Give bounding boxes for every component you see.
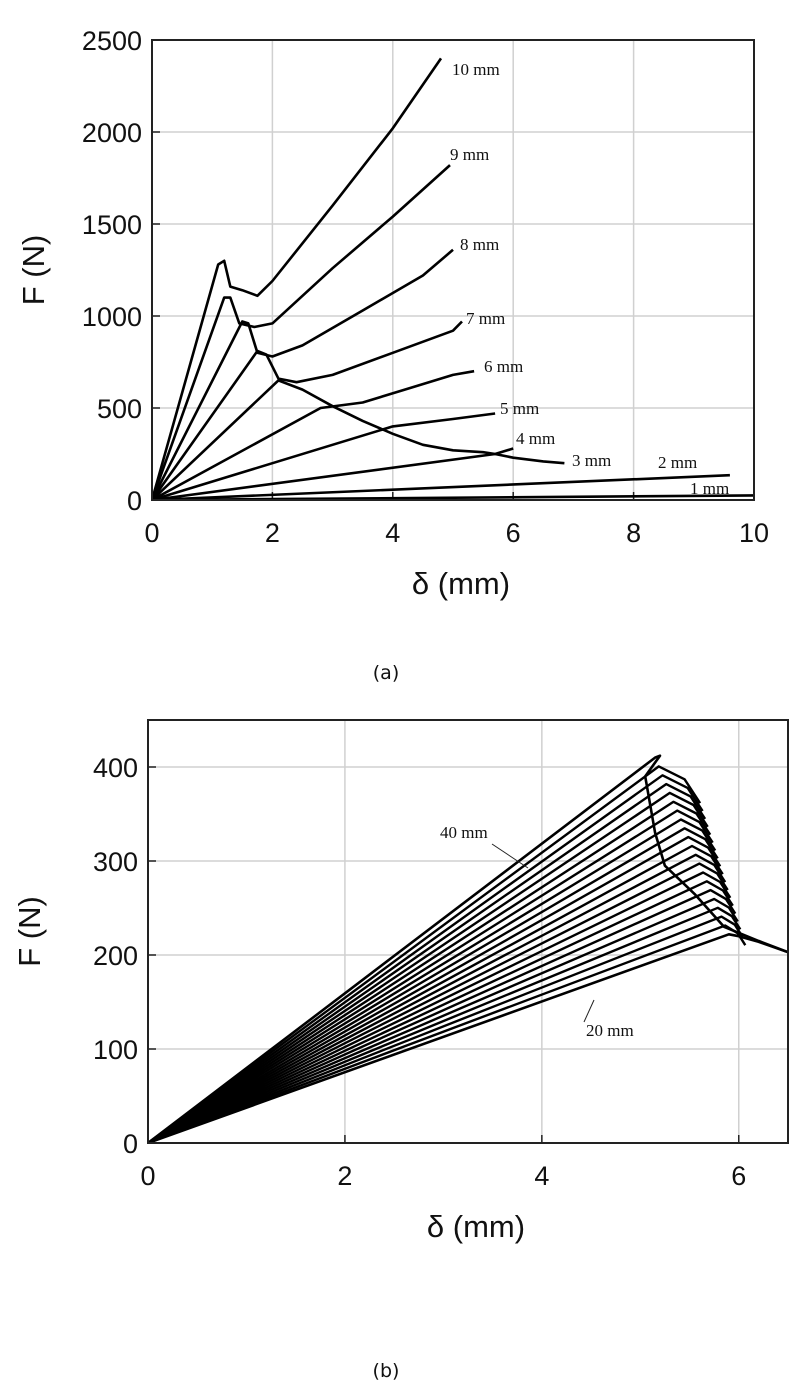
caption-a: (a) (372, 662, 400, 684)
curve-label: 40 mm (440, 823, 488, 842)
y-tick-label: 500 (97, 394, 142, 424)
series-line (148, 906, 742, 1143)
x-tick-label: 10 (739, 518, 769, 548)
curve-label: 3 mm (572, 451, 611, 470)
series-line (148, 853, 727, 1143)
plot-area (148, 754, 788, 1143)
series-line (148, 791, 709, 1143)
series-line (152, 320, 463, 500)
y-tick-label: 200 (93, 941, 138, 971)
y-tick-label: 100 (93, 1035, 138, 1065)
series-line (148, 915, 744, 1143)
x-axis-label: δ (mm) (412, 566, 510, 601)
series-line (148, 818, 717, 1143)
x-tick-label: 6 (731, 1161, 746, 1191)
x-axis-label: δ (mm) (427, 1209, 525, 1244)
curve-label: 6 mm (484, 357, 523, 376)
x-tick-label: 8 (626, 518, 641, 548)
y-tick-label: 1500 (82, 210, 142, 240)
series-line (148, 844, 724, 1143)
series-line (152, 412, 496, 500)
curve-label: 9 mm (450, 145, 489, 164)
chart-b: 0 2 4 6 0 100 200 300 400 40 mm 20 mm δ (mm) F (N) (12, 719, 789, 1244)
series-line (148, 765, 702, 1143)
y-tick-label: 300 (93, 847, 138, 877)
series-line (148, 827, 719, 1143)
x-tick-label: 0 (140, 1161, 155, 1191)
curve-label: 20 mm (586, 1021, 634, 1040)
series-line (152, 369, 475, 500)
curve-label: 4 mm (516, 429, 555, 448)
y-axis-label: F (N) (16, 235, 51, 306)
curve-label: 8 mm (460, 235, 499, 254)
curve-label: 5 mm (500, 399, 539, 418)
series-line (148, 800, 712, 1143)
curve-label: 7 mm (466, 309, 505, 328)
annotation-leader (491, 843, 529, 869)
series-line (148, 862, 729, 1143)
series-line (152, 379, 565, 500)
x-tick-label: 4 (534, 1161, 549, 1191)
series-line (148, 897, 739, 1143)
axes-frame (151, 39, 755, 501)
series-line (148, 809, 714, 1143)
y-tick-label: 400 (93, 753, 138, 783)
caption-b: (b) (372, 1360, 400, 1382)
curve-label: 1 mm (690, 479, 729, 498)
series-line (152, 164, 451, 500)
y-axis-label: F (N) (12, 896, 47, 967)
curve-label: 10 mm (452, 60, 500, 79)
chart-a: 0 2 4 6 8 10 0 500 1000 1500 2000 2500 10 mm 9 mm 8 mm… (16, 26, 769, 601)
series-line (148, 880, 734, 1143)
x-tick-label: 2 (265, 518, 280, 548)
y-tick-label: 1000 (82, 302, 142, 332)
y-tick-label: 2000 (82, 118, 142, 148)
y-tick-label: 2500 (82, 26, 142, 56)
y-tick-label: 0 (123, 1129, 138, 1159)
axes-frame (147, 719, 789, 1144)
series-line (148, 835, 722, 1143)
series-line (148, 871, 732, 1143)
series-line (152, 447, 514, 500)
plot-area (152, 57, 754, 500)
series-line (152, 248, 454, 500)
annotation-leader (583, 999, 595, 1023)
series-line (148, 782, 707, 1143)
x-tick-label: 4 (385, 518, 400, 548)
x-tick-label: 2 (337, 1161, 352, 1191)
x-tick-label: 6 (506, 518, 521, 548)
curve-label: 2 mm (658, 453, 697, 472)
series-line (148, 888, 737, 1143)
x-tick-label: 0 (144, 518, 159, 548)
series-line (148, 754, 788, 1143)
series-line (152, 57, 443, 500)
series-line (148, 933, 788, 1143)
y-tick-label: 0 (127, 486, 142, 516)
series-line (148, 774, 704, 1143)
series-line (152, 473, 730, 500)
